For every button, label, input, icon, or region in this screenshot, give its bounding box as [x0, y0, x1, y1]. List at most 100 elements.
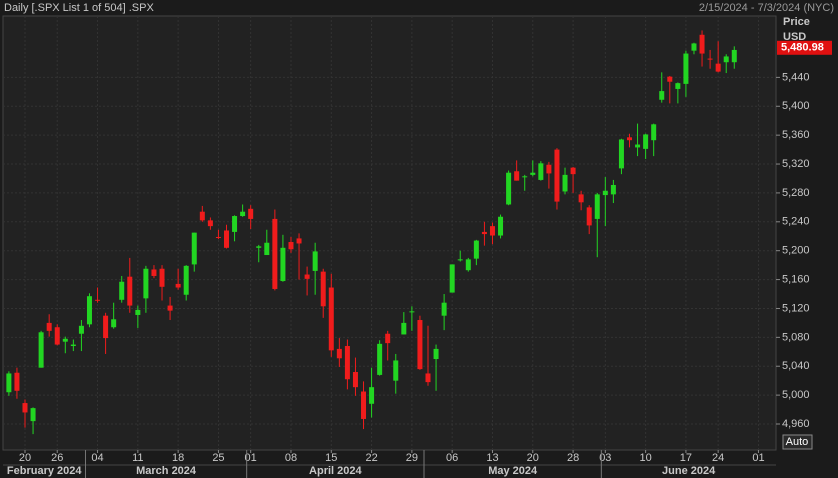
candle-body	[312, 251, 318, 271]
candle-body	[465, 259, 471, 271]
candle-body	[199, 211, 205, 221]
auto-button-label[interactable]: Auto	[786, 436, 809, 448]
y-tick-label: 5,400	[782, 100, 810, 112]
header-range: 2/15/2024 - 7/3/2024 (NYC)	[699, 2, 834, 14]
candle-body	[489, 226, 495, 236]
candle-body	[433, 348, 439, 360]
candle-body	[731, 49, 737, 63]
candle-body	[248, 208, 254, 219]
candle-body	[272, 218, 278, 289]
y-tick-label: 5,320	[782, 158, 810, 170]
candle-body	[683, 53, 689, 84]
candle-body	[699, 34, 705, 54]
candle-body	[111, 319, 117, 328]
x-tick-label: 01	[245, 452, 257, 464]
y-tick-label: 5,120	[782, 302, 810, 314]
y-tick-label: 5,440	[782, 71, 810, 83]
candle-body	[594, 194, 600, 219]
candle-body	[183, 265, 189, 295]
y-tick-label: 4,960	[782, 418, 810, 430]
candle-body	[78, 325, 84, 334]
candle-body	[103, 315, 109, 339]
candle-body	[570, 167, 576, 175]
x-tick-label: 26	[51, 452, 63, 464]
x-tick-label: 10	[639, 452, 651, 464]
candle-body	[449, 264, 455, 293]
last-price-marker	[777, 40, 832, 55]
x-tick-label: 08	[285, 452, 297, 464]
y-tick-label: 5,240	[782, 216, 810, 228]
candle-body	[707, 58, 713, 60]
candle-body	[554, 149, 560, 202]
x-tick-label: 22	[365, 452, 377, 464]
candle-body	[715, 63, 721, 72]
candle-body	[344, 346, 350, 380]
y-tick-label: 5,280	[782, 187, 810, 199]
candle-body	[602, 190, 608, 196]
candle-body	[635, 144, 641, 148]
candle-body	[70, 344, 76, 347]
plot-area	[2, 15, 777, 451]
candle-body	[46, 322, 52, 331]
candle-body	[30, 408, 36, 422]
candle-body	[401, 322, 407, 335]
candle-body	[578, 194, 584, 203]
x-tick-label: 11	[132, 452, 143, 464]
candle-body	[135, 309, 141, 315]
month-label: June 2024	[662, 465, 716, 477]
x-tick-label: 28	[567, 452, 579, 464]
candle-body	[86, 296, 92, 325]
candle-body	[425, 373, 431, 383]
candle-body	[522, 176, 528, 178]
y-tick-label: 5,200	[782, 245, 810, 257]
candle-body	[498, 216, 504, 236]
auto-button[interactable]	[782, 434, 813, 450]
candle-body	[627, 137, 632, 141]
header-title: Daily [.SPX List 1 of 504] .SPX	[4, 2, 154, 14]
candle-body	[288, 242, 294, 250]
candle-body	[610, 184, 616, 195]
x-tick-label: 20	[527, 452, 539, 464]
candle-body	[675, 83, 681, 89]
candle-body	[393, 360, 399, 381]
candle-body	[457, 259, 463, 261]
candle-body	[409, 311, 415, 313]
y-tick-label: 5,000	[782, 389, 810, 401]
month-label: May 2024	[488, 465, 538, 477]
candle-body	[723, 56, 729, 63]
x-tick-label: 15	[325, 452, 337, 464]
candle-body	[14, 372, 20, 391]
candle-body	[232, 216, 238, 232]
candle-body	[546, 164, 552, 174]
axis-unit: USD	[783, 31, 806, 43]
y-tick-label: 5,360	[782, 129, 810, 141]
candle-body	[643, 134, 649, 149]
candle-body	[240, 211, 246, 217]
y-tick-label: 5,040	[782, 360, 810, 372]
candle-body	[62, 338, 68, 342]
x-tick-label: 18	[172, 452, 184, 464]
y-tick-label: 5,160	[782, 273, 810, 285]
candle-body	[417, 320, 423, 370]
candle-body	[119, 281, 125, 300]
candle-body	[562, 174, 568, 192]
month-label: March 2024	[136, 465, 197, 477]
candle-body	[280, 247, 286, 282]
x-tick-label: 03	[599, 452, 611, 464]
candle-body	[385, 333, 391, 344]
candle-body	[651, 124, 657, 141]
candle-body	[586, 207, 592, 226]
candle-body	[369, 387, 375, 404]
candle-body	[256, 246, 262, 248]
x-tick-label: 01	[752, 452, 764, 464]
candle-body	[6, 373, 12, 393]
y-tick-label: 5,080	[782, 331, 810, 343]
candle-body	[667, 76, 673, 82]
candle-body	[473, 240, 479, 259]
candle-body	[95, 299, 101, 301]
candle-body	[151, 269, 157, 276]
candle-body	[352, 372, 358, 388]
x-tick-label: 17	[680, 452, 692, 464]
